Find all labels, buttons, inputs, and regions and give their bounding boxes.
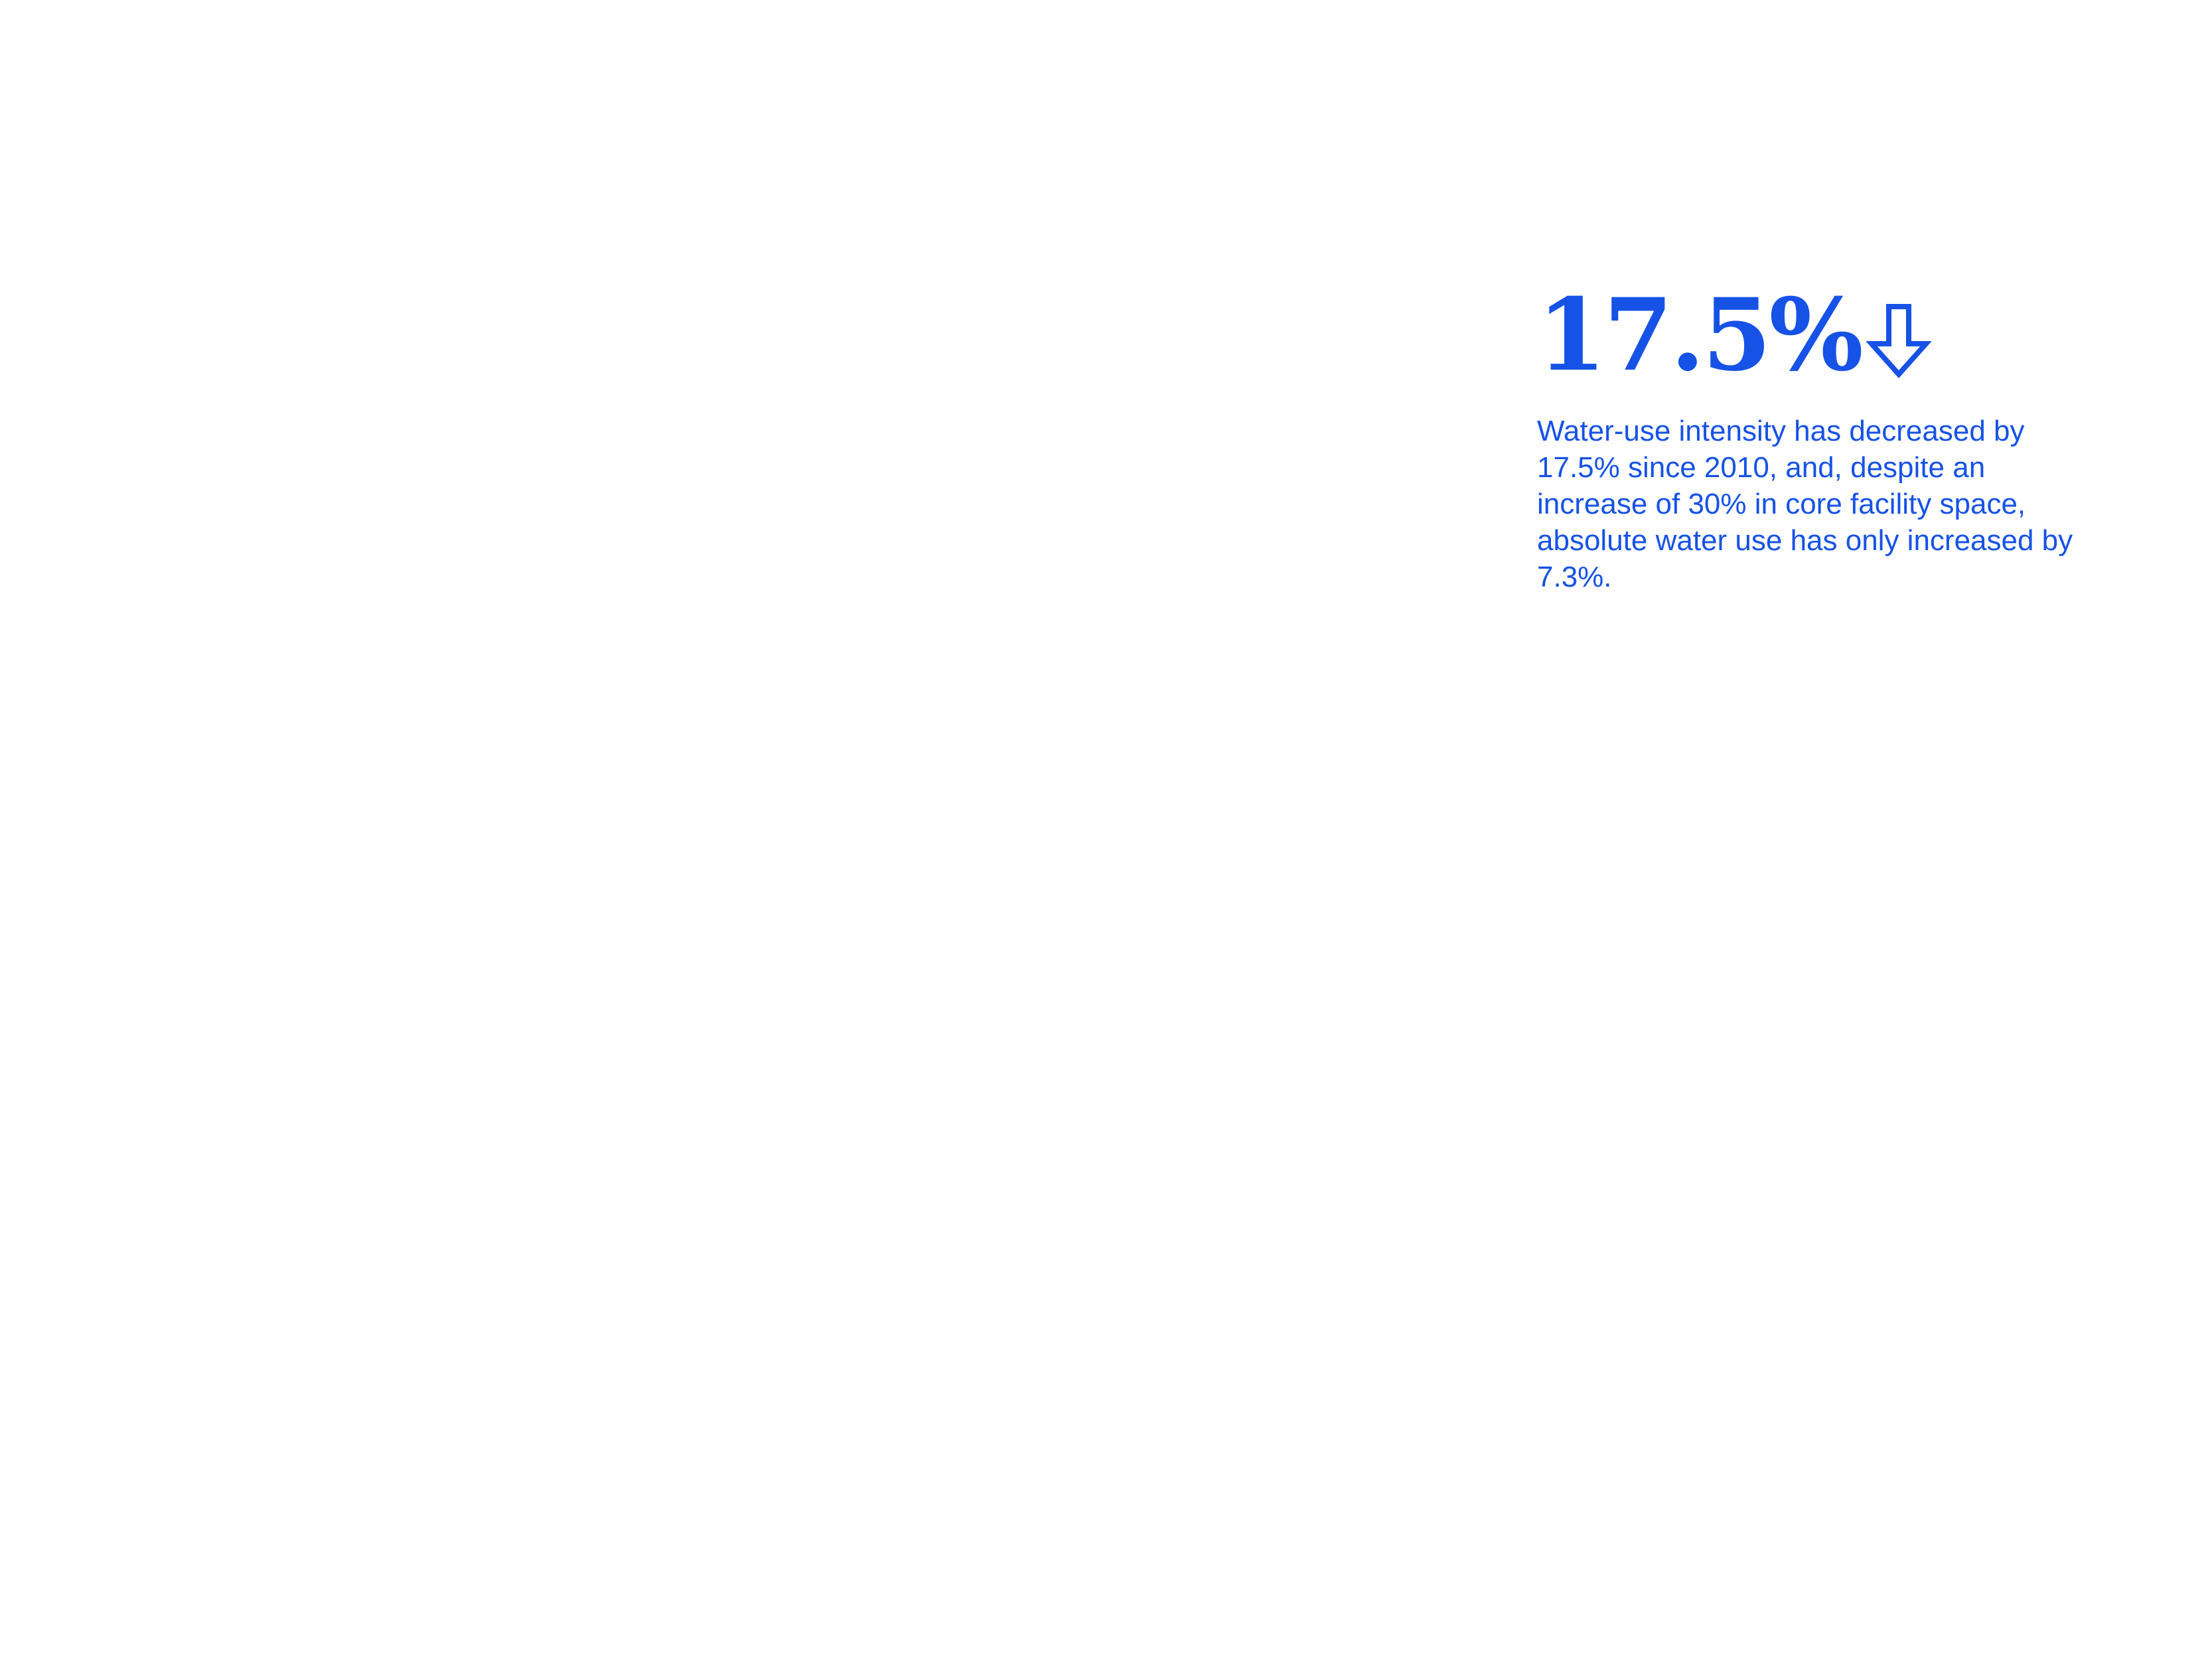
stat-headline: 17.5% bbox=[1537, 279, 2088, 385]
stat-value: 17.5% bbox=[1537, 277, 1864, 394]
water-use-stat-block: 17.5% Water-use intensity has decreased … bbox=[1537, 279, 2088, 595]
arrow-down-icon bbox=[1865, 303, 1932, 380]
stat-description: Water-use intensity has decreased by 17.… bbox=[1537, 415, 2073, 593]
